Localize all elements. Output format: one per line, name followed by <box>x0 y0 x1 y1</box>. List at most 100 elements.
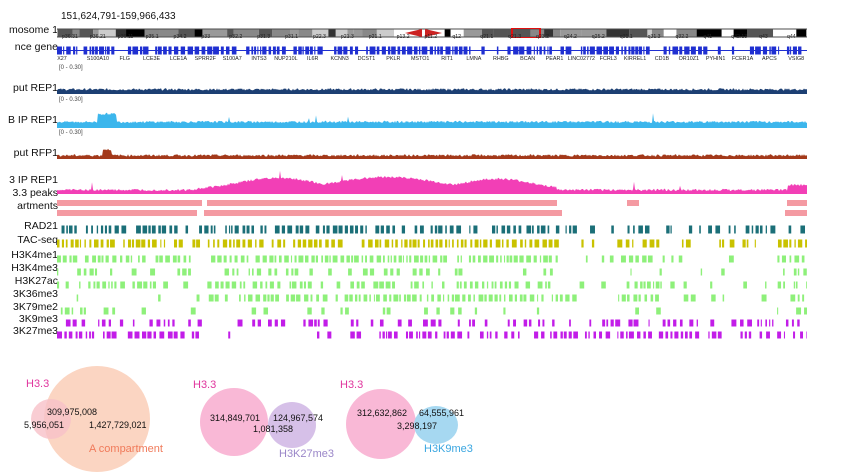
track-label-atac-seq[interactable]: TAC-seq <box>17 234 58 246</box>
feature-block <box>183 281 189 289</box>
feature-block <box>472 319 476 327</box>
feature-block <box>252 281 258 289</box>
track-label-rad21[interactable]: RAD21 <box>24 220 58 232</box>
track-label-reference-gene[interactable]: nce gene <box>14 41 58 53</box>
input-rfp1-track[interactable] <box>57 137 807 159</box>
feature-block <box>481 281 485 289</box>
feature-block <box>483 255 488 263</box>
track-label-h3k27ac[interactable]: H3K27ac <box>14 275 58 287</box>
feature-block <box>524 239 527 248</box>
reference-gene-track[interactable] <box>57 43 807 55</box>
feature-block <box>545 281 547 289</box>
feature-block <box>379 281 384 289</box>
h3k4me1-track[interactable] <box>57 250 807 263</box>
track-label-compartments[interactable]: artments <box>17 200 58 212</box>
feature-block <box>322 294 328 302</box>
feature-block <box>671 255 674 263</box>
feature-block <box>379 331 381 339</box>
track-label-input-rep1[interactable]: put REP1 <box>13 82 58 94</box>
feature-block <box>228 225 231 234</box>
feature-block <box>84 255 89 263</box>
h3k36me3-track[interactable] <box>57 289 807 302</box>
gene-feature <box>63 46 65 55</box>
h3k4me3-track[interactable] <box>57 263 807 276</box>
feature-block <box>274 255 277 263</box>
feature-block <box>283 239 286 248</box>
h3k79me2-track[interactable] <box>57 302 808 315</box>
feature-block <box>478 255 481 263</box>
feature-block <box>332 255 338 263</box>
track-label-h3k9me3[interactable]: 3K9me3 <box>18 313 58 325</box>
feature-block <box>549 268 553 276</box>
feature-block <box>336 281 341 289</box>
gene-feature <box>440 46 443 55</box>
feature-block <box>452 239 454 248</box>
track-label-h3k4me3[interactable]: H3K4me3 <box>11 262 58 274</box>
chromosome-ideogram[interactable] <box>56 25 808 39</box>
feature-block <box>457 255 459 263</box>
feature-block <box>315 255 318 263</box>
feature-block <box>196 239 201 248</box>
feature-block <box>579 281 585 289</box>
track-label-h3k36me3[interactable]: 3K36me3 <box>13 288 58 300</box>
gene-feature <box>104 46 106 55</box>
gene-feature <box>596 46 602 55</box>
track-label-h3k27me3[interactable]: 3K27me3 <box>13 325 58 337</box>
feature-block <box>72 255 78 263</box>
gene-feature <box>157 46 162 55</box>
feature-block <box>368 239 373 248</box>
feature-block <box>298 255 304 263</box>
cytoband <box>298 29 313 37</box>
feature-block <box>382 307 386 315</box>
feature-block <box>519 294 523 302</box>
feature-block <box>215 281 219 289</box>
feature-block <box>108 319 111 327</box>
h33-ip-rep1-track[interactable] <box>57 164 807 194</box>
feature-block <box>602 319 606 327</box>
gene-feature <box>246 46 250 55</box>
feature-block <box>584 331 587 339</box>
rad21-track[interactable] <box>57 221 807 234</box>
feature-block <box>448 239 450 248</box>
gene-feature <box>163 46 167 55</box>
h3k27ac-track[interactable] <box>57 276 811 289</box>
h3k4me1-features <box>57 255 805 263</box>
atac-seq-track[interactable] <box>57 235 810 248</box>
track-label-h3k79me2[interactable]: 3K79me2 <box>13 301 58 313</box>
feature-block <box>373 294 375 302</box>
cytoband <box>463 29 482 37</box>
feature-block <box>542 239 547 248</box>
feature-block <box>188 319 191 327</box>
track-label-b-ip-rep1[interactable]: B IP REP1 <box>8 114 58 126</box>
feature-block <box>365 225 367 234</box>
feature-block <box>430 319 436 327</box>
h33-peaks-track[interactable] <box>57 194 807 206</box>
venn-label-h33: H3.3 <box>193 379 217 391</box>
feature-block <box>517 331 520 339</box>
track-label-h3k4me1[interactable]: H3K4me1 <box>11 249 58 261</box>
feature-block <box>155 255 159 263</box>
compartments-track[interactable] <box>57 204 807 216</box>
feature-block <box>135 239 141 248</box>
track-label-chromosome[interactable]: mosome 1 <box>8 24 58 36</box>
input-rep1-track[interactable] <box>57 72 807 94</box>
feature-block <box>555 255 558 263</box>
h3k27me3-track[interactable] <box>57 326 808 339</box>
h3k9me3-track[interactable] <box>57 314 807 327</box>
feature-block <box>486 281 489 289</box>
track-label-h33-ip-rep1[interactable]: 3 IP REP1 <box>9 174 58 186</box>
track-label-h33-peaks[interactable]: 3.3 peaks <box>12 187 58 199</box>
feature-block <box>299 281 303 289</box>
cytoband-label: p36.21 <box>89 34 106 40</box>
track-label-input-rfp1[interactable]: put RFP1 <box>13 147 58 159</box>
feature-block <box>310 294 313 302</box>
feature-block <box>163 319 166 327</box>
feature-block <box>710 319 715 327</box>
feature-block <box>295 225 299 234</box>
feature-block <box>457 331 463 339</box>
gene-feature <box>89 46 92 55</box>
feature-block <box>75 331 78 339</box>
feature-block <box>470 239 473 248</box>
feature-block <box>66 225 68 234</box>
b-ip-rep1-track[interactable] <box>57 104 807 128</box>
